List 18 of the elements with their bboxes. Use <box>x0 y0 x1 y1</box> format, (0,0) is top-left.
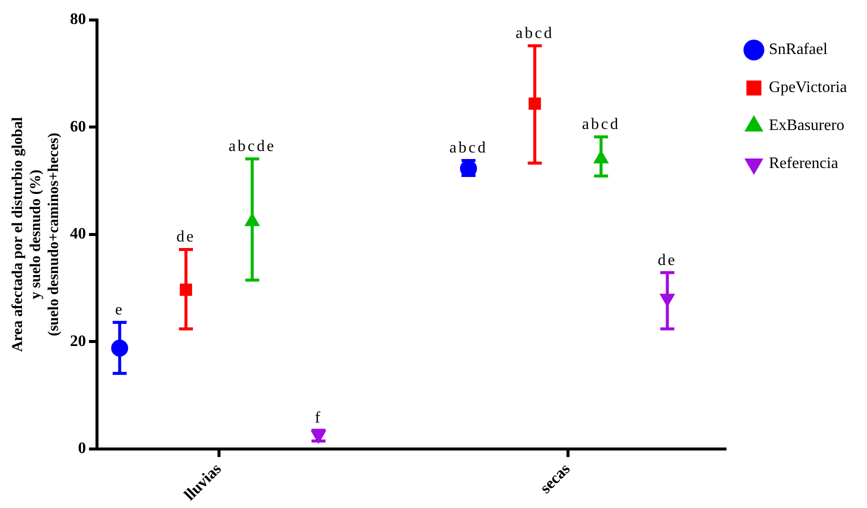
legend-label: GpeVictoria <box>768 79 848 96</box>
y-tick-label: 60 <box>70 118 86 136</box>
legend-label: ExBasurero <box>768 117 844 134</box>
annotation: abcd <box>582 116 620 134</box>
legend-label: Referencia <box>768 155 838 172</box>
annotation: de <box>176 228 196 246</box>
annotation: abcde <box>228 138 276 156</box>
y-tick-label: 80 <box>70 11 86 28</box>
y-tick-label: 20 <box>70 332 86 350</box>
annotation: abcd <box>449 140 488 157</box>
annotation: f <box>314 409 322 426</box>
y-axis-title: Area afectada por el disturbio global y suelo desnudo (%) (suelo desnudo+caminos+heces) <box>10 117 62 352</box>
annotation: e <box>115 302 124 319</box>
legend-label: SnRafael <box>768 41 828 58</box>
y-tick-label: 0 <box>78 440 86 458</box>
annotation: abcd <box>516 24 554 42</box>
annotation: de <box>658 252 677 269</box>
y-tick-label: 40 <box>70 226 86 243</box>
